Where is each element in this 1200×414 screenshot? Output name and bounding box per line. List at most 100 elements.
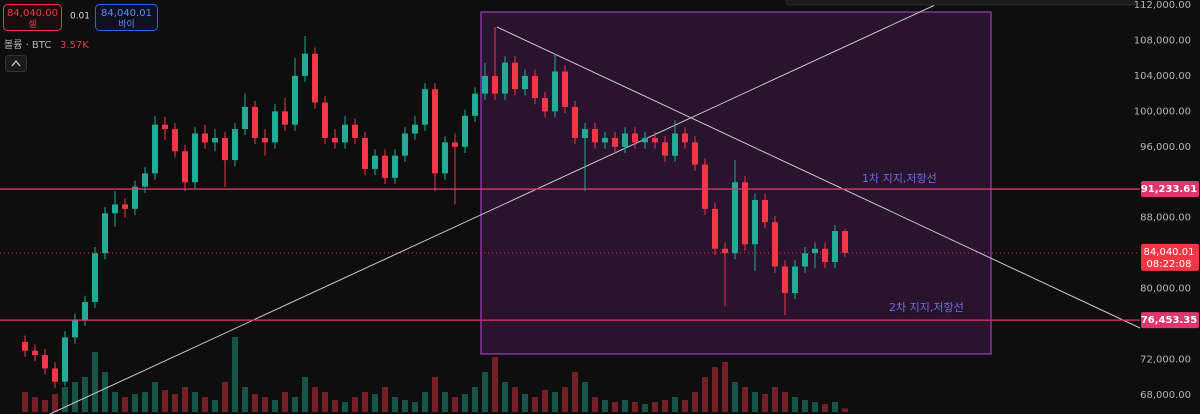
volume-bar [212,400,218,412]
candle-body [92,253,98,302]
volume-bar [92,352,98,412]
candle-body [782,266,788,294]
volume-bar [382,387,388,412]
volume-bar [532,397,538,412]
quantity[interactable]: 0.01 [70,12,90,22]
candle-body [162,124,168,130]
volume-bar [272,400,278,412]
level-annotation: 1차 지지,저항선 [862,172,937,185]
price-axis [1140,0,1200,414]
volume-bar [742,387,748,412]
candle-body [612,137,618,147]
candle-body [802,253,808,267]
candle-body [172,129,178,152]
candle-body [682,133,688,143]
volume-last: 3.57K [60,40,89,51]
volume-bar [522,394,528,412]
buy-button[interactable] [95,4,158,31]
candle-body [642,137,648,143]
volume-bar [82,377,88,412]
volume-bar [642,404,648,412]
volume-bar [512,387,518,412]
candle-body [262,137,268,143]
volume-bar [762,394,768,412]
volume-bar [202,397,208,412]
volume-bar [542,390,548,412]
y-tick-label: 112,000.00 [1134,0,1191,11]
volume-bar [342,402,348,412]
volume-bar [42,400,48,412]
candle-body [132,186,138,209]
volume-bar [682,400,688,412]
volume-bar [632,402,638,412]
candle-body [332,137,338,143]
candle-body [552,71,558,112]
candle-body [62,337,68,382]
volume-bar [552,392,558,412]
sell-price: 84,040.00 [7,8,58,19]
volume-bar [132,394,138,412]
volume-bar [322,392,328,412]
collapse-button[interactable] [5,55,27,72]
volume-bar [32,397,38,412]
candle-body [702,164,708,209]
candle-body [102,213,108,254]
candle-body [322,102,328,138]
candle-body [512,62,518,90]
candle-body [292,75,298,125]
chevron-icon [11,59,21,67]
volume-bar [612,402,618,412]
volume-bar [222,382,228,412]
sell-label: 셀 [28,19,36,30]
volume-bar [712,367,718,412]
volume-bar [462,394,468,412]
buy-label: 바이 [118,19,135,30]
volume-bar [392,397,398,412]
candle-body [832,231,838,263]
volume-bar [452,397,458,412]
volume-bar [22,392,28,412]
volume-bar [292,397,298,412]
candle-body [602,137,608,143]
trend-line-up[interactable] [49,4,936,414]
y-tick-label: 108,000.00 [1134,35,1191,46]
volume-bar [112,392,118,412]
candle-body [412,124,418,134]
volume-bar [432,377,438,412]
volume-bar [372,394,378,412]
candle-body [202,133,208,143]
candle-body [822,248,828,263]
volume-bar [412,402,418,412]
y-tick-label: 88,000.00 [1140,213,1191,224]
y-tick-label: 96,000.00 [1140,142,1191,153]
y-tick-label: 104,000.00 [1134,71,1191,82]
buy-price: 84,040.01 [101,8,152,19]
volume-bar [72,382,78,412]
volume-bar [722,362,728,412]
candle-body [112,204,118,214]
candle-body [652,137,658,143]
volume-name: 볼륨 · BTC [4,39,51,51]
volume-bar [582,382,588,412]
candle-body [692,142,698,165]
candle-body [462,115,468,147]
candle-body [722,248,728,254]
candle-body [842,231,848,253]
volume-bar [732,382,738,412]
sell-button[interactable] [3,4,62,31]
volume-bar [662,400,668,412]
trend-line-down[interactable] [496,26,1141,329]
candle-body [82,301,88,320]
volume-bar [772,387,778,412]
candle-body [442,142,448,174]
volume-bar [592,397,598,412]
volume-bar [402,400,408,412]
candle-body [212,137,218,143]
candle-body [372,155,378,169]
volume-bar [312,387,318,412]
volume-bar [492,357,498,412]
candle-body [772,222,778,267]
volume-bar [232,337,238,412]
top-panel [785,0,1137,6]
candle-body [22,341,28,351]
